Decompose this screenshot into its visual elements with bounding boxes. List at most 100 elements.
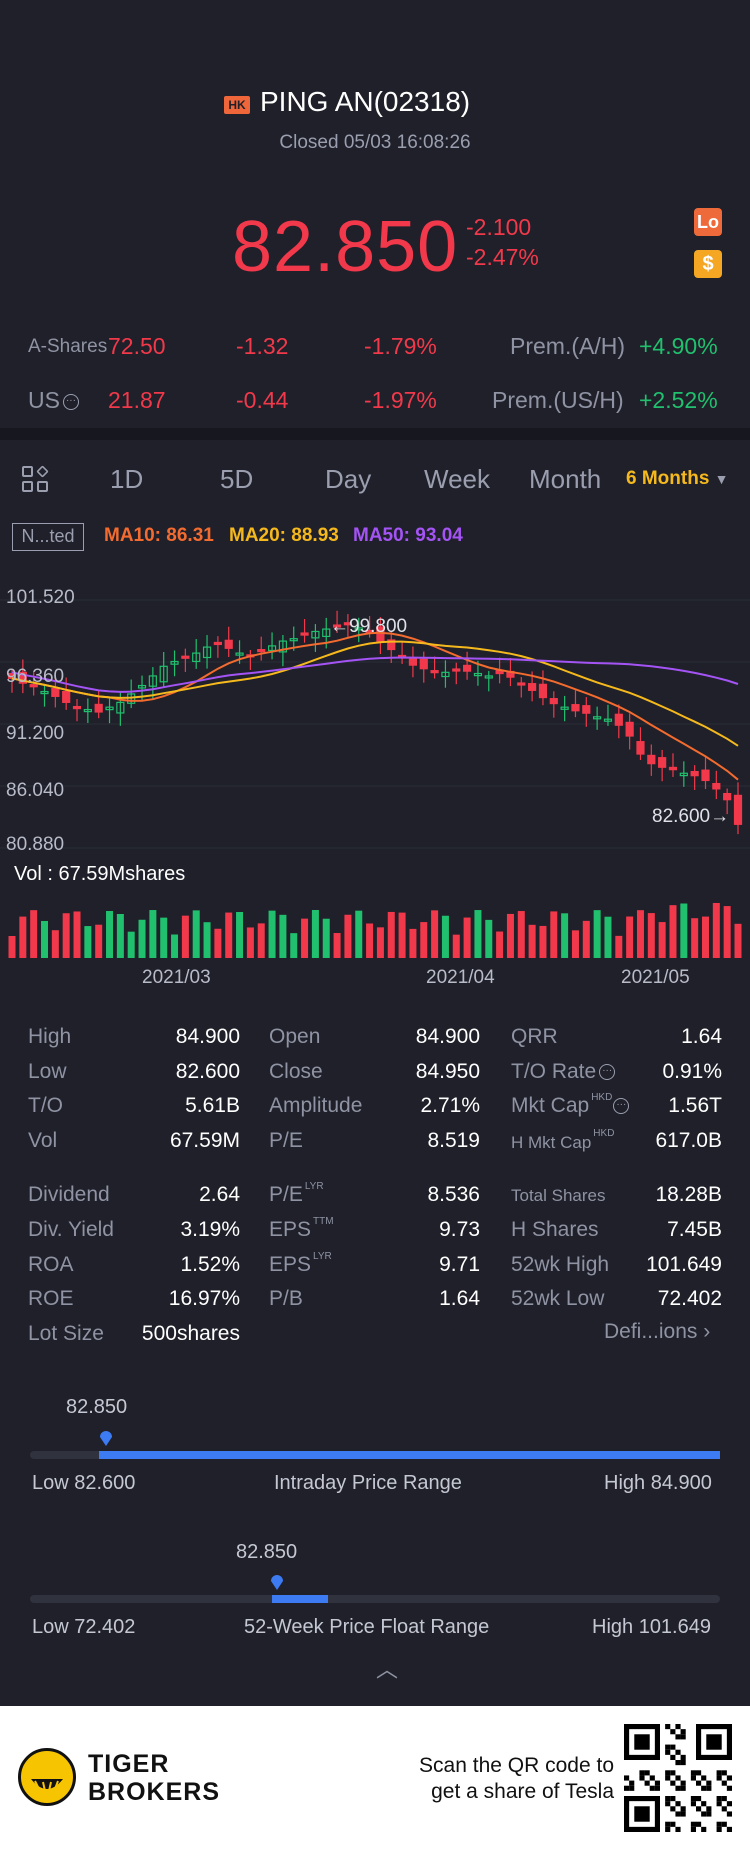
candle-body — [116, 701, 125, 714]
a-shares-label: A-Shares — [28, 336, 108, 357]
qr-module — [726, 1775, 732, 1781]
stat-value: 84.950 — [415, 1060, 480, 1083]
candle-body — [636, 741, 645, 755]
qr-module — [726, 1785, 732, 1791]
candle-body — [224, 639, 233, 649]
volume-bar — [181, 915, 189, 958]
stat-value: 84.900 — [175, 1025, 240, 1048]
qr-module — [701, 1775, 707, 1781]
week52-title: 52-Week Price Float Range — [244, 1616, 490, 1638]
stat-label: T/O — [28, 1094, 63, 1117]
week52-low: Low 72.402 — [32, 1616, 136, 1638]
qr-module — [670, 1821, 676, 1827]
tab-week[interactable]: Week — [424, 464, 490, 494]
tab-6-months[interactable]: 6 Months ▼ — [626, 468, 729, 490]
stat-label: Open — [269, 1025, 321, 1048]
price-chart[interactable] — [0, 580, 750, 980]
stat-label: High — [28, 1025, 72, 1048]
qr-module — [680, 1729, 686, 1735]
stat-label: H Mkt Cap HKD — [511, 1128, 614, 1153]
qr-module — [675, 1734, 681, 1740]
qr-module — [716, 1770, 722, 1776]
currency-sup: HKD — [593, 1128, 615, 1139]
volume-bar — [236, 911, 244, 958]
more-icon[interactable]: ··· — [62, 393, 79, 410]
info-icon[interactable]: ··· — [599, 1064, 616, 1081]
tab-5d[interactable]: 5D — [220, 464, 254, 494]
qr-module — [716, 1801, 722, 1807]
layout-grid-icon[interactable] — [22, 465, 50, 494]
low-marker-label: 82.600→ — [652, 806, 730, 827]
candle-body — [278, 640, 287, 653]
tab-day[interactable]: Day — [325, 464, 372, 494]
last-price: 82.850 — [232, 207, 459, 287]
qr-module — [644, 1770, 650, 1776]
candle-body — [51, 687, 60, 697]
volume-bar — [463, 917, 471, 958]
candle-body — [213, 641, 222, 646]
tab-month[interactable]: Month — [529, 464, 602, 494]
period-sup: LYR — [313, 1251, 332, 1262]
qr-module — [706, 1734, 722, 1750]
week52-high: High 101.649 — [592, 1616, 711, 1638]
candle-body — [614, 713, 623, 726]
qr-module — [675, 1749, 681, 1755]
ma20-label: MA20: 88.93 — [229, 525, 339, 546]
qr-module — [634, 1734, 650, 1750]
qr-module — [629, 1785, 635, 1791]
stat-value: 5.61B — [185, 1094, 240, 1117]
candle-body — [40, 690, 49, 695]
period-sup: TTM — [313, 1216, 334, 1227]
candle-body — [235, 652, 244, 656]
definitions-link[interactable]: Defi...ions › — [604, 1320, 710, 1344]
period-sup: LYR — [304, 1181, 324, 1192]
qr-module — [690, 1821, 696, 1827]
qr-module — [696, 1821, 702, 1827]
qr-module — [649, 1775, 655, 1781]
qr-module — [644, 1780, 650, 1786]
ma10-line — [11, 631, 739, 781]
candle-body — [267, 645, 277, 652]
volume-bar — [636, 910, 644, 958]
qr-module — [690, 1826, 696, 1832]
section-divider — [0, 428, 750, 440]
volume-bar — [701, 916, 709, 958]
stat-label: Div. Yield — [28, 1218, 114, 1241]
x-tick-label: 2021/05 — [621, 967, 690, 988]
volume-bar — [160, 917, 168, 958]
ma50-line — [11, 656, 739, 693]
info-icon[interactable]: ··· — [613, 1098, 630, 1115]
collapse-chevron-icon[interactable]: ︿ — [376, 1657, 399, 1682]
y-tick-label: 86.040 — [6, 780, 65, 801]
qr-module — [665, 1724, 671, 1730]
qr-module — [680, 1811, 686, 1817]
volume-bar — [615, 935, 623, 958]
stat-value: 0.91% — [662, 1060, 722, 1083]
qr-module — [649, 1785, 655, 1791]
high-marker-label: ←99.800 — [330, 616, 408, 637]
a-shares-price: 72.50 — [108, 333, 166, 359]
chevron-right-icon: › — [703, 1320, 711, 1343]
stat-value: 16.97% — [168, 1287, 240, 1310]
qr-module — [639, 1770, 645, 1776]
volume-bar — [268, 910, 276, 958]
qr-module — [675, 1826, 681, 1832]
stat-label: 52wk High — [511, 1253, 610, 1276]
candle-body — [29, 684, 38, 688]
candle-body — [463, 664, 472, 672]
volume-bar — [138, 919, 146, 958]
volume-bar — [214, 928, 222, 958]
candle-body — [582, 705, 591, 714]
indicator-selector[interactable]: N...ted — [12, 523, 84, 551]
us-change: -0.44 — [236, 387, 289, 413]
dollar-badge-icon[interactable]: $ — [694, 250, 722, 278]
tab-1d[interactable]: 1D — [110, 464, 144, 494]
lo-badge-icon[interactable]: Lo — [694, 208, 722, 236]
volume-bar — [257, 923, 265, 958]
qr-code[interactable] — [624, 1724, 732, 1832]
qr-module — [670, 1796, 676, 1802]
candle-body — [528, 683, 537, 691]
intraday-current-label: 82.850 — [66, 1396, 128, 1418]
stat-value: 84.900 — [415, 1025, 480, 1048]
stat-label: P/B — [269, 1287, 303, 1310]
